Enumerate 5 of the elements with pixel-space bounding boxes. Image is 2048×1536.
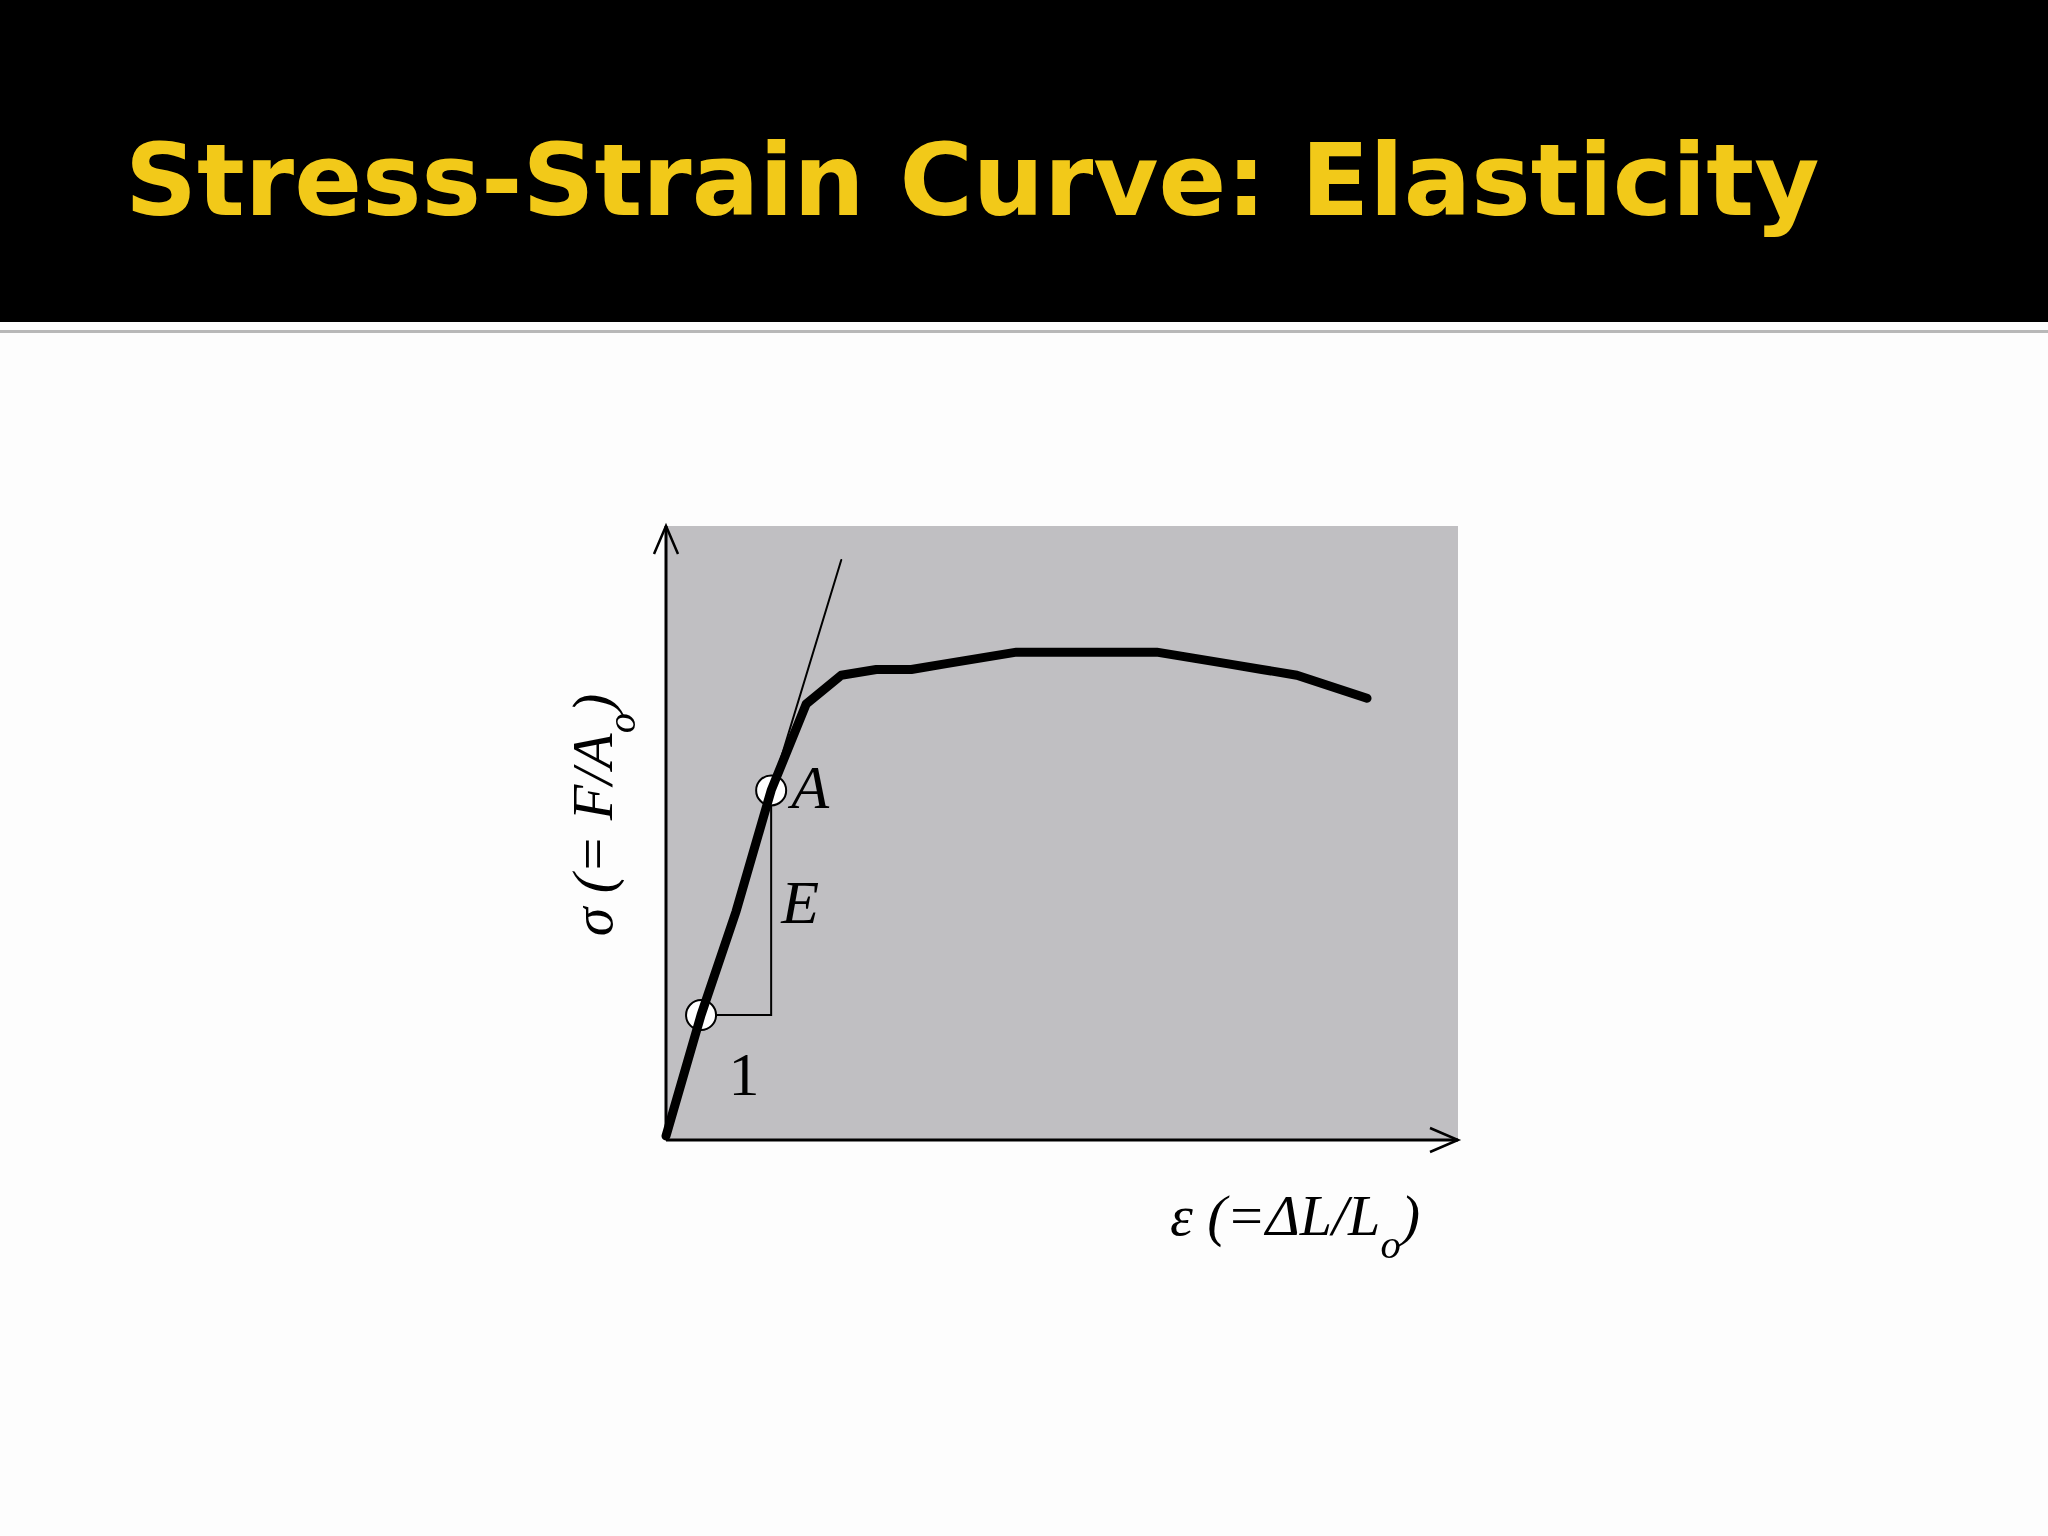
chart-title: Stress-Strain Curve: Elasticity [125,122,1820,239]
annotation: E [780,867,820,936]
x-axis-title: ε (=ΔL/L$_{o}$) [1169,1183,1420,1267]
annotation: 1 [728,1040,760,1109]
annotation: A [787,753,831,822]
